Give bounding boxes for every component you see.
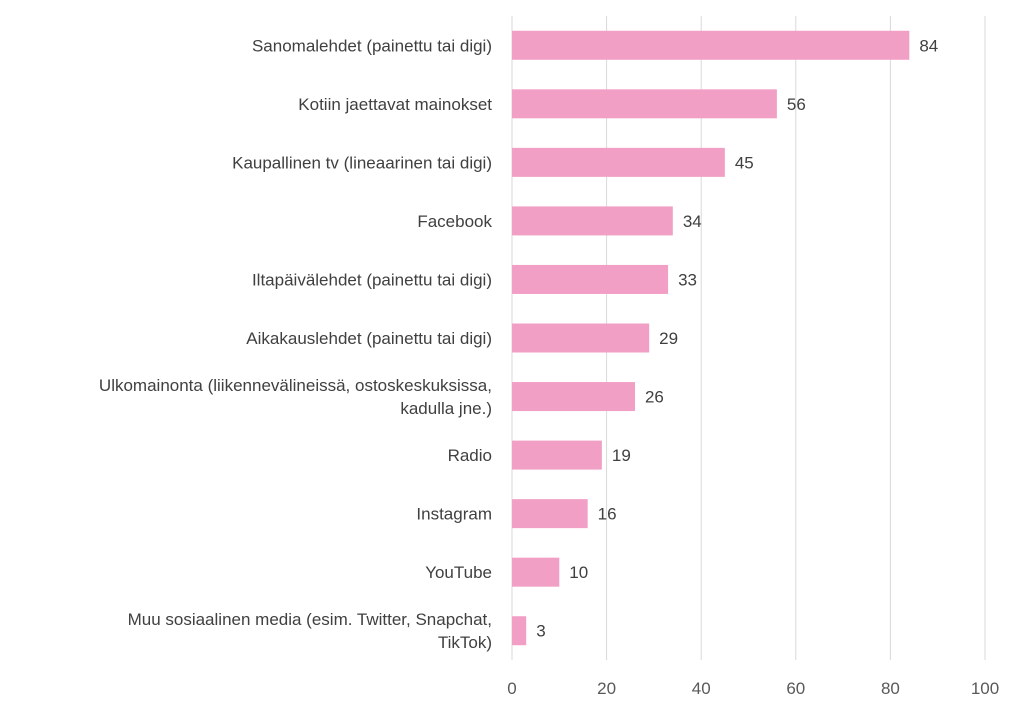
data-label: 45	[735, 153, 754, 172]
data-label: 84	[919, 36, 938, 55]
x-tick-label: 20	[597, 679, 616, 698]
category-label: Radio	[448, 446, 492, 465]
data-label: 34	[683, 212, 702, 231]
category-label: Iltapäivälehdet (painettu tai digi)	[252, 270, 492, 289]
category-label-line: Kotiin jaettavat mainokset	[298, 95, 492, 114]
category-label-line: Sanomalehdet (painettu tai digi)	[252, 36, 492, 55]
data-label: 33	[678, 270, 697, 289]
category-label: YouTube	[425, 563, 492, 582]
bars	[512, 30, 910, 646]
bar	[512, 30, 910, 60]
category-label: Kaupallinen tv (lineaarinen tai digi)	[232, 153, 492, 172]
bar	[512, 147, 725, 177]
x-tick-label: 60	[786, 679, 805, 698]
data-label: 16	[598, 505, 617, 524]
bar	[512, 323, 650, 353]
bar	[512, 499, 588, 529]
data-labels: 84 56 45 34 33 29 26 19 16 10 3	[536, 36, 938, 640]
category-label-line: Muu sosiaalinen media (esim. Twitter, Sn…	[128, 610, 492, 629]
category-label-line: Ulkomainonta (liikennevälineissä, ostosk…	[99, 376, 492, 395]
category-label-line: TikTok)	[438, 633, 492, 652]
category-label: Facebook	[417, 212, 492, 231]
category-labels: Sanomalehdet (painettu tai digi) Kotiin j…	[99, 36, 493, 652]
category-label-line: Aikakauslehdet (painettu tai digi)	[246, 329, 492, 348]
x-tick-label: 0	[507, 679, 516, 698]
category-label: Instagram	[416, 505, 492, 524]
x-tick-label: 80	[881, 679, 900, 698]
category-label-line: Instagram	[416, 505, 492, 524]
category-label: Muu sosiaalinen media (esim. Twitter, Sn…	[128, 610, 492, 652]
category-label-line: Radio	[448, 446, 492, 465]
bar	[512, 557, 560, 587]
data-label: 19	[612, 446, 631, 465]
x-axis-ticks: 0 20 40 60 80 100	[507, 679, 999, 698]
category-label: Ulkomainonta (liikennevälineissä, ostosk…	[99, 376, 492, 418]
x-tick-label: 40	[692, 679, 711, 698]
x-tick-label: 100	[971, 679, 999, 698]
data-label: 29	[659, 329, 678, 348]
bar	[512, 440, 602, 470]
category-label: Aikakauslehdet (painettu tai digi)	[246, 329, 492, 348]
bar	[512, 264, 669, 294]
data-label: 56	[787, 95, 806, 114]
category-label-line: kadulla jne.)	[400, 399, 492, 418]
category-label-line: Kaupallinen tv (lineaarinen tai digi)	[232, 153, 492, 172]
category-label-line: YouTube	[425, 563, 492, 582]
gridlines	[511, 16, 986, 660]
bar	[512, 382, 635, 412]
bar	[512, 616, 527, 646]
data-label: 3	[536, 622, 545, 641]
bar	[512, 89, 777, 119]
category-label: Kotiin jaettavat mainokset	[298, 95, 492, 114]
data-label: 10	[569, 563, 588, 582]
bar	[512, 206, 673, 236]
category-label-line: Iltapäivälehdet (painettu tai digi)	[252, 270, 492, 289]
data-label: 26	[645, 388, 664, 407]
category-label: Sanomalehdet (painettu tai digi)	[252, 36, 492, 55]
category-label-line: Facebook	[417, 212, 492, 231]
